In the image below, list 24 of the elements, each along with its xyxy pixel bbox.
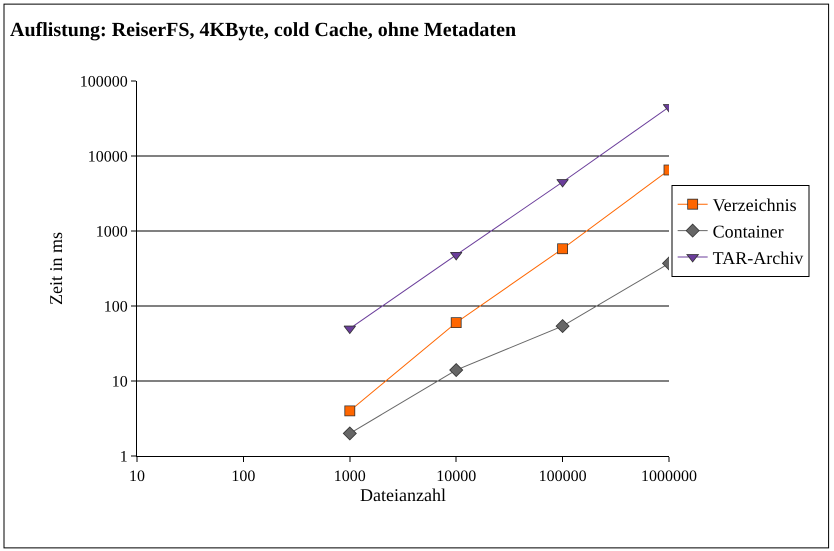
point <box>344 405 356 416</box>
y-tick-label: 10 <box>112 374 128 391</box>
point <box>557 243 568 254</box>
y-tick-label: 1 <box>120 448 128 466</box>
x-tick-label: 10000 <box>436 468 476 486</box>
legend-label: Container <box>712 222 784 242</box>
point <box>450 317 462 328</box>
point <box>449 363 464 377</box>
y-axis-title: Zeit in ms <box>46 232 66 305</box>
y-tick-label: 100000 <box>80 74 128 91</box>
legend-label: Verzeichnis <box>712 195 797 216</box>
y-tick-label: 1000 <box>96 224 128 241</box>
x-tick-label: 100000 <box>538 468 587 486</box>
x-axis-title: Dateianzahl <box>360 485 446 506</box>
x-tick-label: 1000000 <box>641 468 697 486</box>
x-tick-label: 100 <box>231 468 256 486</box>
point <box>556 319 570 333</box>
y-tick-label: 100 <box>104 298 128 316</box>
legend-label: TAR-Archiv <box>712 248 804 268</box>
x-tick-label: 1000 <box>334 468 366 486</box>
y-tick-label: 10000 <box>88 148 128 166</box>
chart-title: Auflistung: ReiserFS, 4KByte, cold Cache, ohne Metadaten <box>10 19 516 42</box>
x-tick-label: 10 <box>129 468 145 486</box>
point <box>342 426 357 440</box>
